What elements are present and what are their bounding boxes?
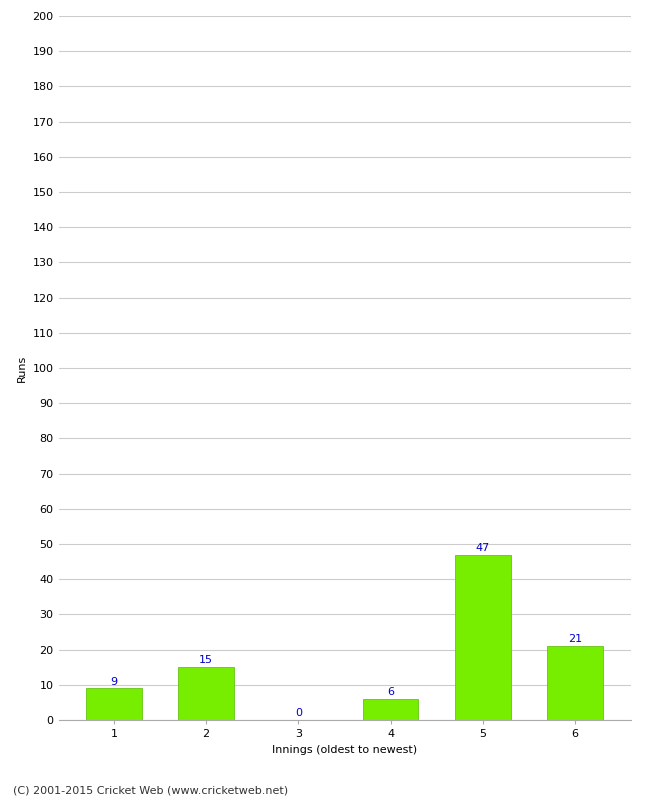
- Bar: [547, 646, 603, 720]
- Bar: [86, 688, 142, 720]
- Bar: [179, 667, 234, 720]
- Text: 47: 47: [476, 542, 490, 553]
- Text: 0: 0: [295, 708, 302, 718]
- Y-axis label: Runs: Runs: [17, 354, 27, 382]
- Text: 21: 21: [568, 634, 582, 644]
- Text: 6: 6: [387, 687, 394, 697]
- Text: (C) 2001-2015 Cricket Web (www.cricketweb.net): (C) 2001-2015 Cricket Web (www.cricketwe…: [13, 786, 288, 795]
- X-axis label: Innings (oldest to newest): Innings (oldest to newest): [272, 745, 417, 754]
- Text: 15: 15: [199, 655, 213, 666]
- Bar: [455, 554, 510, 720]
- Bar: [363, 699, 419, 720]
- Text: 9: 9: [111, 677, 118, 686]
